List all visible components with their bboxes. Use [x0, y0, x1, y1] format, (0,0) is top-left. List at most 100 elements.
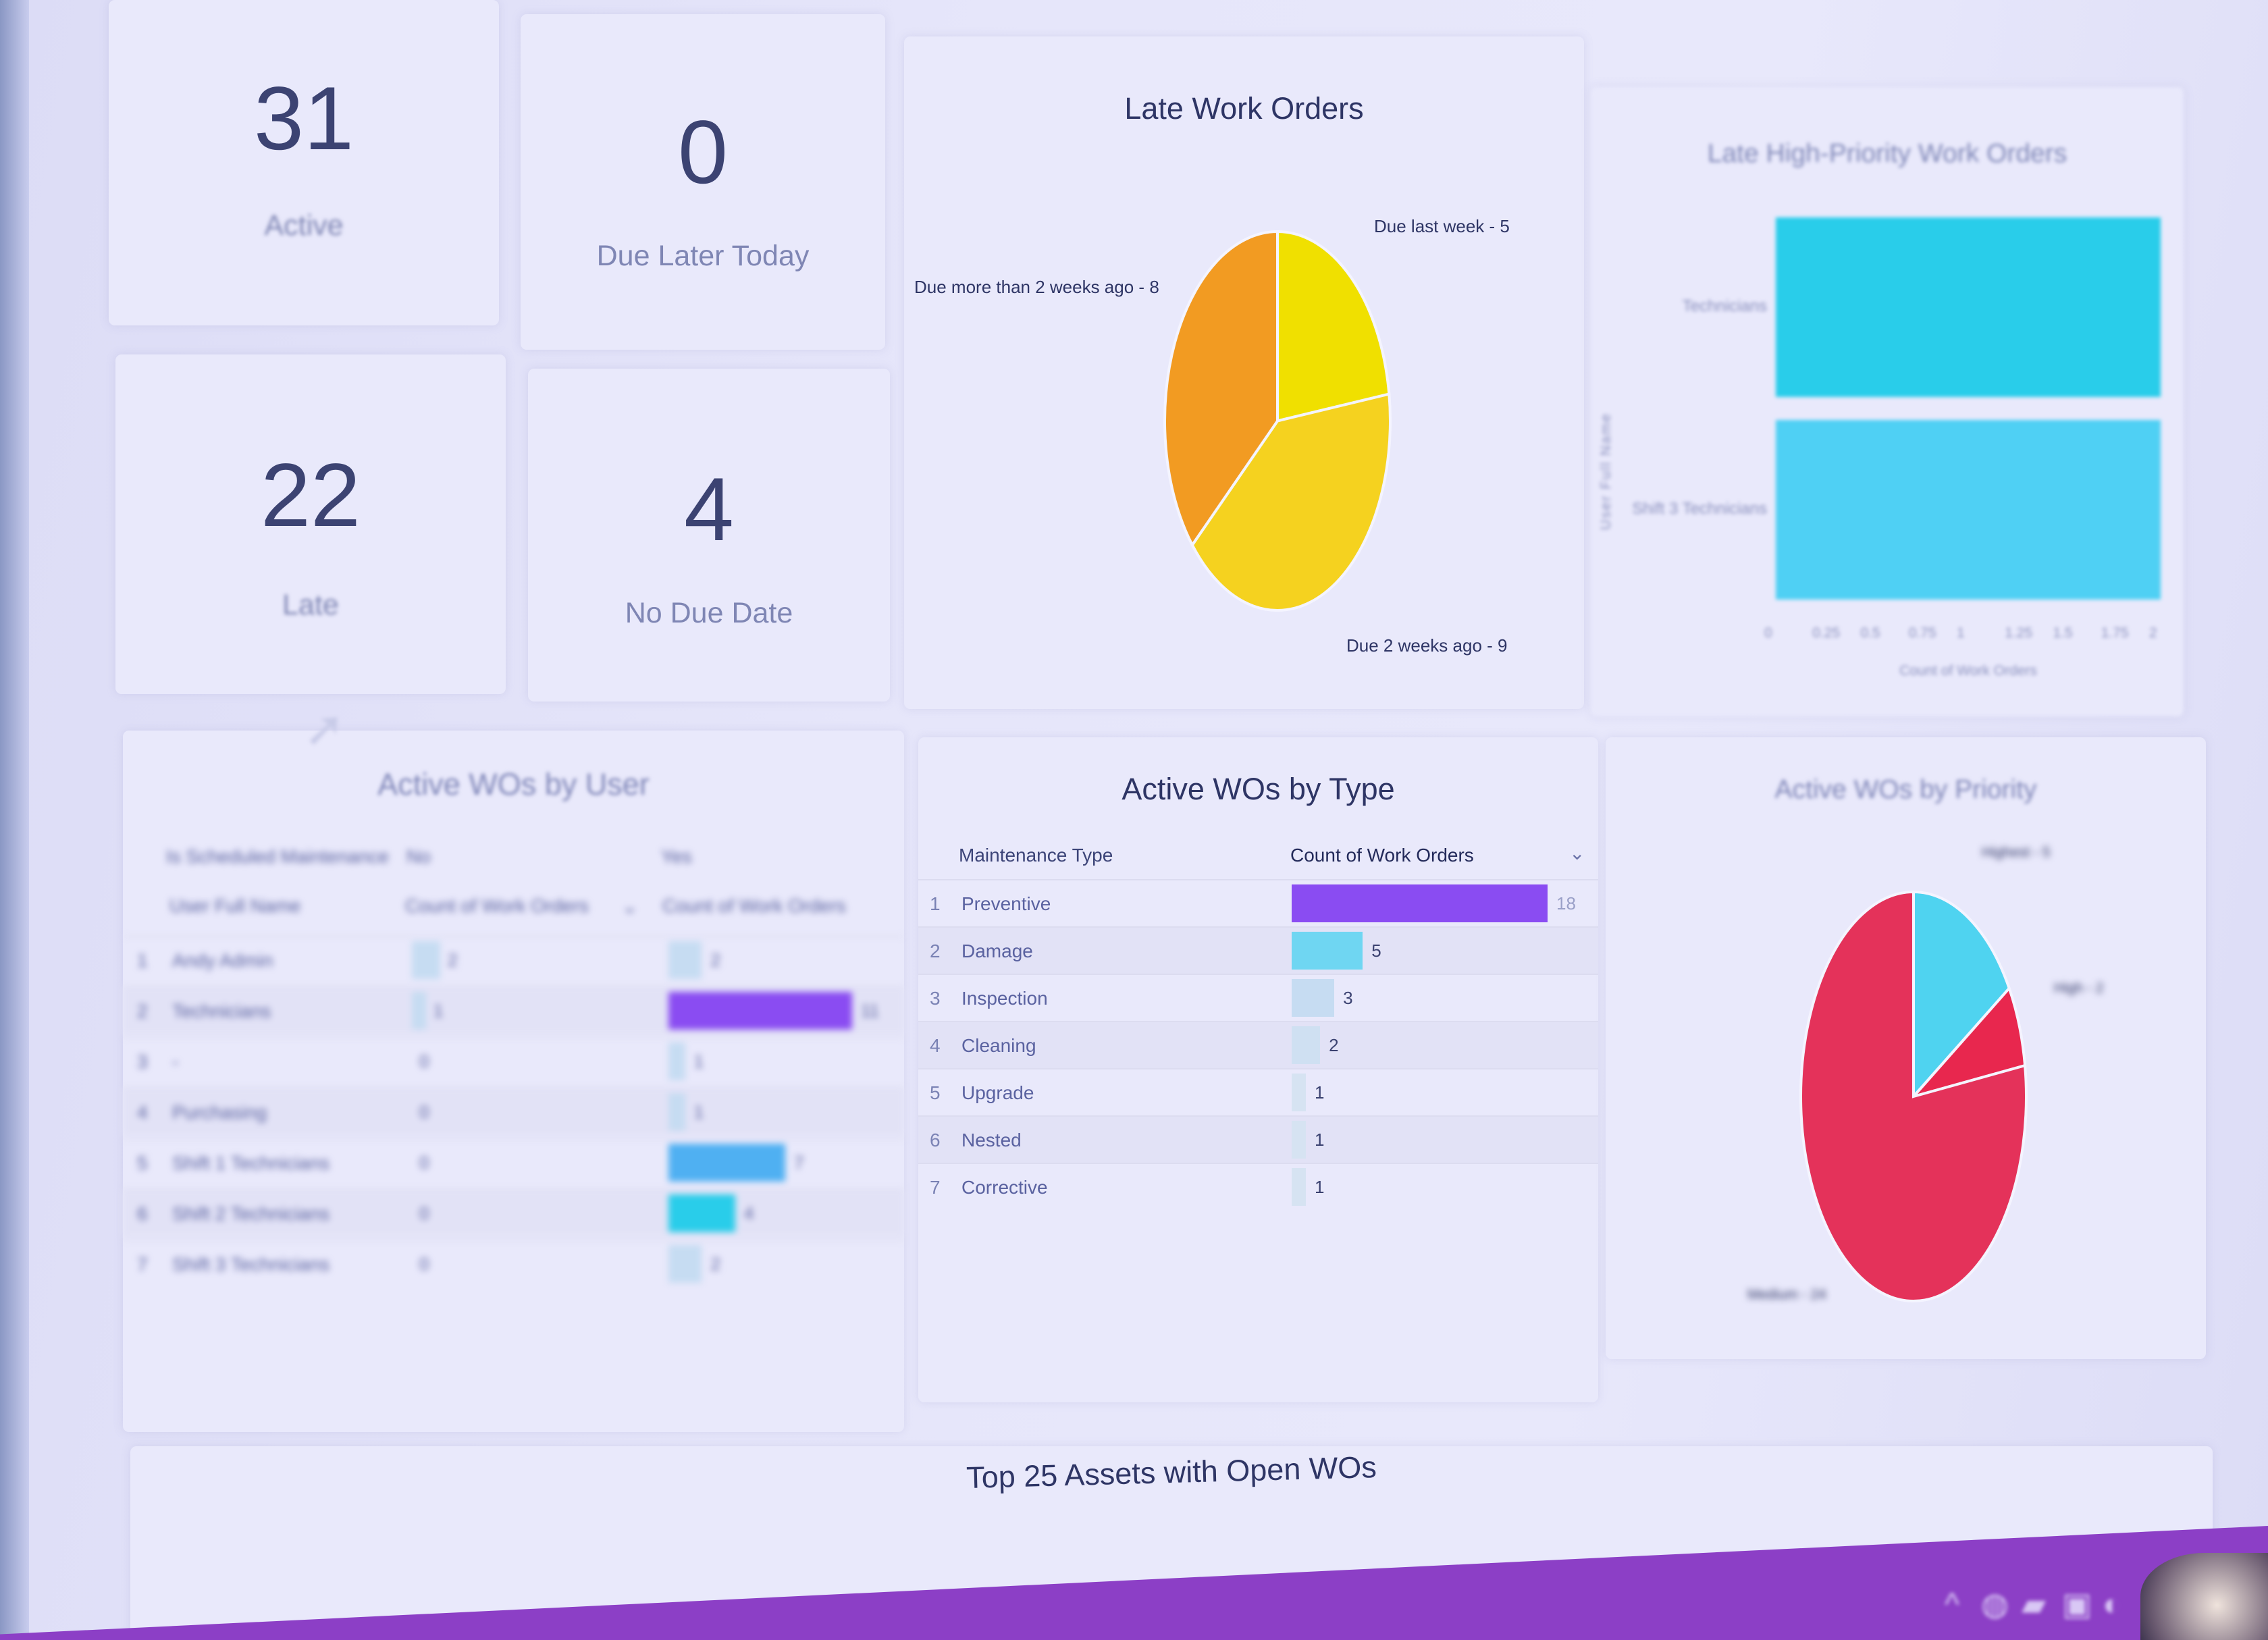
- pie-slice-due-2-weeks-ago[interactable]: [1192, 394, 1390, 610]
- kpi-late-card[interactable]: 22 Late: [115, 354, 506, 694]
- table-row[interactable]: 2 Damage 5: [918, 926, 1598, 974]
- user-name: Purchasing: [172, 1102, 267, 1123]
- maintenance-type: Upgrade: [961, 1082, 1034, 1103]
- maintenance-type: Preventive: [961, 893, 1051, 914]
- col-count-no[interactable]: Count of Work Orders: [405, 895, 589, 916]
- row-index: 5: [137, 1153, 148, 1173]
- bar-no: [412, 941, 440, 979]
- slice-value: 5: [2042, 845, 2051, 860]
- pie-slice-medium[interactable]: [1801, 892, 2026, 1301]
- x-tick-label: 2: [2149, 625, 2157, 641]
- chart-title: Active WOs by Priority: [1774, 775, 2037, 804]
- user-name: Shift 1 Technicians: [172, 1153, 329, 1173]
- kpi-value: 4: [684, 460, 734, 560]
- count-no: 0: [419, 1051, 429, 1072]
- x-tick-label: 1.75: [2101, 625, 2129, 641]
- table-row[interactable]: 1 Andy Admin 2 2: [123, 936, 904, 984]
- battery-icon[interactable]: ▰: [2022, 1586, 2047, 1622]
- count-yes: 7: [794, 1153, 804, 1173]
- chevron-up-icon[interactable]: ^: [1945, 1586, 1960, 1622]
- count: 1: [1315, 1082, 1325, 1103]
- bar-yes: [668, 1245, 702, 1283]
- x-tick-label: 0.25: [1812, 625, 1841, 641]
- pivot-yes: Yes: [661, 846, 692, 867]
- slice-label: Highest: [1982, 845, 2030, 860]
- display-icon[interactable]: ▣: [2062, 1586, 2092, 1622]
- user-name: -: [172, 1051, 179, 1072]
- bar: [1292, 884, 1548, 922]
- bar[interactable]: [1776, 420, 2161, 600]
- slice-label: Medium: [1747, 1287, 1798, 1302]
- bar[interactable]: [1776, 217, 2161, 397]
- count-no: 1: [433, 1001, 444, 1021]
- count-yes: 2: [710, 950, 720, 970]
- table-row[interactable]: 5 Shift 1 Technicians 0 7: [123, 1138, 904, 1186]
- row-index: 7: [930, 1177, 941, 1198]
- y-tick-label: Technicians: [1682, 297, 1767, 315]
- table-row[interactable]: 1 Preventive 18: [918, 879, 1598, 927]
- slice-value: 24: [1810, 1287, 1826, 1302]
- kpi-no-due-date-card[interactable]: 4 No Due Date: [528, 369, 890, 702]
- pie-label: Due more than 2 weeks ago - 8: [914, 277, 1159, 297]
- table-row[interactable]: 2 Technicians 1 11: [123, 986, 904, 1034]
- count-no: 0: [419, 1153, 429, 1173]
- pivot-header[interactable]: Is Scheduled Maintenance: [166, 846, 389, 867]
- row-index: 1: [137, 950, 148, 971]
- row-index: 6: [930, 1130, 941, 1150]
- pie-slice-due-more-than-2-weeks-ago[interactable]: [1165, 232, 1277, 545]
- active-by-type-card: Active WOs by Type Maintenance Type Coun…: [918, 737, 1598, 1402]
- table-row[interactable]: 3 Inspection 3: [918, 974, 1598, 1022]
- x-tick-label: 0.5: [1860, 625, 1880, 641]
- bar-no: [412, 992, 426, 1030]
- count: 1: [1315, 1130, 1325, 1150]
- col-user-name[interactable]: User Full Name: [169, 895, 301, 916]
- table-row[interactable]: 4 Purchasing 0 1: [123, 1088, 904, 1136]
- bar: [1292, 1168, 1307, 1206]
- count: 1: [1315, 1177, 1325, 1197]
- bar-yes: [668, 1093, 685, 1131]
- count-no: 2: [448, 950, 458, 970]
- table-row[interactable]: 6 Shift 2 Technicians 0 4: [123, 1189, 904, 1237]
- pie-slice-due-last-week[interactable]: [1277, 232, 1389, 421]
- y-tick-label: Shift 3 Technicians: [1632, 500, 1767, 518]
- kpi-active-card[interactable]: 31 Active: [109, 0, 499, 325]
- volume-icon[interactable]: ◐: [2103, 1586, 2122, 1622]
- active-by-priority-card: Active WOs by Priority Highest - 5 High …: [1606, 737, 2206, 1359]
- col-maintenance-type[interactable]: Maintenance Type: [959, 845, 1113, 866]
- pie-label: Due last week - 5: [1374, 216, 1510, 236]
- network-icon[interactable]: ◍: [1981, 1586, 2009, 1622]
- kpi-due-later-today-card[interactable]: 0 Due Later Today: [521, 14, 885, 350]
- x-tick-label: 1.25: [2005, 625, 2033, 641]
- col-count-yes[interactable]: Count of Work Orders: [662, 895, 846, 916]
- count: 5: [1371, 941, 1381, 961]
- table-row[interactable]: 4 Cleaning 2: [918, 1021, 1598, 1069]
- chevron-down-icon[interactable]: ⌄: [622, 896, 638, 917]
- count: 18: [1556, 893, 1576, 914]
- table-row[interactable]: 7 Corrective 1: [918, 1163, 1598, 1211]
- chart-title: Top 25 Assets with Open WOs: [966, 1450, 1377, 1495]
- foreground-object: [2140, 1553, 2268, 1640]
- pie-slice-highest[interactable]: [1914, 892, 2009, 1096]
- table-row[interactable]: 7 Shift 3 Technicians 0 2: [123, 1240, 904, 1288]
- chevron-down-icon[interactable]: ⌄: [1569, 843, 1585, 864]
- late-work-orders-card: Late Work Orders Due last week - 5 Due 2…: [904, 36, 1584, 709]
- x-tick-label: 1: [1957, 625, 1965, 641]
- row-index: 7: [137, 1254, 148, 1275]
- table-row[interactable]: 6 Nested 1: [918, 1115, 1598, 1163]
- table-row[interactable]: 3 - 0 1: [123, 1037, 904, 1085]
- row-index: 6: [137, 1203, 148, 1224]
- slice-value: 9: [1498, 635, 1508, 656]
- count-yes: 2: [710, 1254, 720, 1274]
- table-row[interactable]: 5 Upgrade 1: [918, 1068, 1598, 1116]
- col-count[interactable]: Count of Work Orders: [1290, 845, 1474, 866]
- maintenance-type: Damage: [961, 941, 1033, 961]
- type-table: Maintenance Type Count of Work Orders ⌄ …: [918, 836, 1598, 1385]
- slice-value: 5: [1500, 216, 1510, 236]
- count: 3: [1343, 988, 1353, 1008]
- chart-title: Late Work Orders: [1124, 91, 1364, 126]
- chart-title: Active WOs by Type: [1122, 772, 1395, 806]
- x-tick-label: 0.75: [1908, 625, 1936, 641]
- slice-label: Due more than 2 weeks ago: [914, 277, 1134, 297]
- row-index: 3: [137, 1051, 148, 1072]
